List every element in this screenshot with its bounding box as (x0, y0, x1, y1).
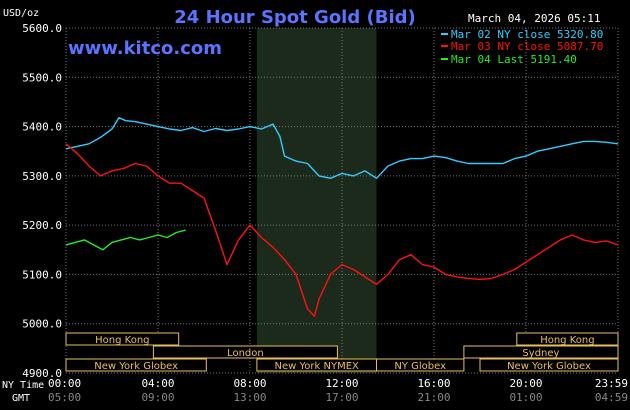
legend: Mar 02 NY close 5320.80 Mar 03 NY close … (441, 28, 603, 66)
x-tick-label-ny: 23:59 (595, 377, 628, 390)
chart-title: 24 Hour Spot Gold (Bid) (174, 7, 415, 28)
session-box (376, 358, 465, 372)
legend-mar04: Mar 04 Last 5191.40 (451, 53, 577, 66)
session-label: New York Globex (94, 361, 178, 372)
x-tick-label-gmt: 05:00 (48, 391, 81, 404)
site-link[interactable]: www.kitco.com (68, 38, 222, 59)
session-label: NY Globex (394, 361, 446, 372)
y-tick-label: 5200.0 (22, 219, 62, 232)
x-tick-label-ny: 04:00 (141, 377, 174, 390)
session-box (463, 345, 619, 359)
session-box (65, 332, 180, 346)
session-box (516, 332, 619, 346)
unit-label: USD/oz (3, 8, 39, 19)
x-tick-label-gmt: 13:00 (233, 391, 266, 404)
series-line (65, 117, 619, 179)
y-tick-label: 5300.0 (22, 170, 62, 183)
y-tick-label: 5400.0 (22, 121, 62, 134)
x-tick-label-ny: 08:00 (233, 377, 266, 390)
x-tick-label-gmt: 01:00 (509, 391, 542, 404)
session-box (479, 358, 619, 372)
x-tick-label-ny: 00:00 (48, 377, 81, 390)
series-line (65, 143, 619, 317)
session-label: London (227, 348, 264, 359)
y-tick-label: 5000.0 (22, 318, 62, 331)
session-box (65, 358, 207, 372)
session-label: Hong Kong (95, 335, 149, 346)
y-tick-label: 5100.0 (22, 268, 62, 281)
session-label: Sydney (522, 348, 559, 359)
x-tick-label-ny: 12:00 (325, 377, 358, 390)
market-sessions: Hong Kong Hong Kong London Sydney New York G… (65, 332, 619, 372)
x-tick-label-gmt: 17:00 (325, 391, 358, 404)
x-tick-label-ny: 20:00 (509, 377, 542, 390)
ny-time-label: NY Time (2, 380, 44, 391)
legend-mar02: Mar 02 NY close 5320.80 (451, 28, 603, 41)
session-box (152, 345, 338, 359)
gmt-label: GMT (12, 393, 30, 404)
x-tick-label-gmt: 09:00 (141, 391, 174, 404)
session-label: New York NYMEX (275, 361, 360, 372)
price-series (65, 117, 619, 317)
y-tick-label: 4900.0 (22, 367, 62, 380)
nymex-highlight-band (256, 28, 377, 373)
y-tick-label: 5600.0 (22, 22, 62, 35)
legend-mar03: Mar 03 NY close 5087.70 (451, 40, 603, 53)
x-tick-label-ny: 16:00 (417, 377, 450, 390)
session-label: New York Globex (507, 361, 591, 372)
gridlines (65, 27, 619, 374)
chart-datetime: March 04, 2026 05:11 (468, 12, 600, 25)
series-line (65, 229, 186, 251)
session-label: Hong Kong (540, 335, 594, 346)
x-tick-label-gmt: 21:00 (417, 391, 450, 404)
y-axis-ticks: 5600.0 5500.0 5400.0 5300.0 5200.0 5100.0 5000… (22, 22, 62, 380)
x-tick-label-gmt: 04:59 (595, 391, 628, 404)
y-tick-label: 5500.0 (22, 71, 62, 84)
